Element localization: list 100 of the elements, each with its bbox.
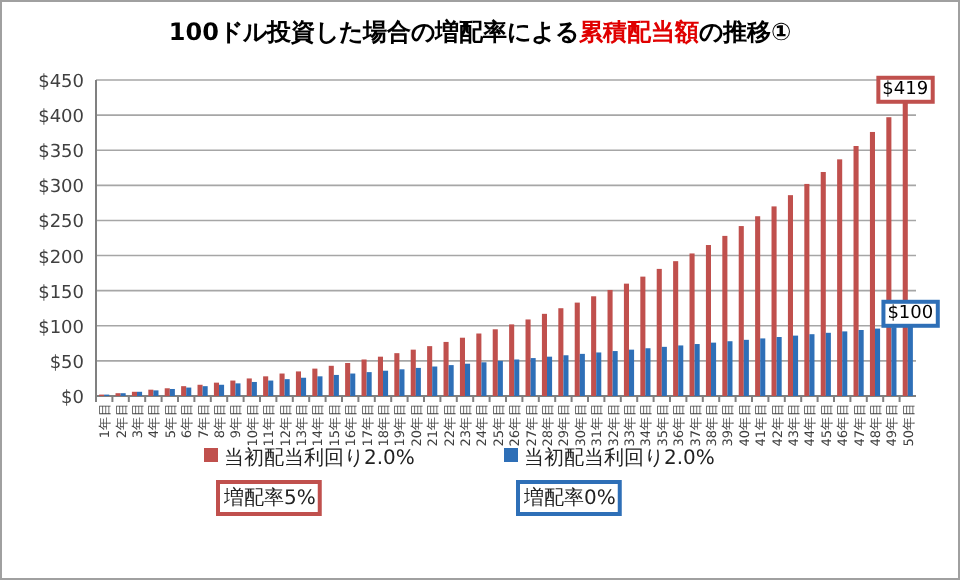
bar <box>804 183 810 396</box>
bar <box>853 146 859 396</box>
bar <box>689 253 695 396</box>
bar <box>312 368 318 396</box>
bar <box>295 371 301 396</box>
bar <box>574 302 580 396</box>
data-label: $100 <box>887 303 934 324</box>
bar <box>246 378 252 396</box>
bar <box>492 329 498 396</box>
y-tick-label: $350 <box>38 143 85 164</box>
y-tick-label: $50 <box>49 353 85 374</box>
bar <box>399 369 405 396</box>
bar <box>809 334 815 396</box>
bar <box>268 380 274 396</box>
bar <box>771 206 777 396</box>
bar <box>645 348 651 396</box>
bar <box>579 353 585 396</box>
bar <box>547 356 553 396</box>
bar <box>361 359 367 396</box>
bar <box>820 171 826 396</box>
data-label: $419 <box>882 79 929 100</box>
bar <box>148 389 154 396</box>
bar <box>448 365 454 396</box>
bar <box>301 377 307 396</box>
bar <box>219 384 225 396</box>
bar <box>623 283 629 396</box>
bar <box>825 332 831 396</box>
bar <box>558 308 564 396</box>
bar <box>596 352 602 396</box>
bar <box>377 356 383 396</box>
bar <box>317 376 323 396</box>
bar <box>481 362 487 396</box>
bar <box>727 341 733 396</box>
bar <box>563 355 569 396</box>
bar <box>837 159 843 396</box>
y-tick-label: $150 <box>38 283 85 304</box>
bar <box>383 370 389 396</box>
bar <box>673 261 679 396</box>
legend-label: 当初配当利回り2.0% 増配率0% <box>522 446 715 510</box>
bar <box>842 331 848 396</box>
bar <box>640 276 646 396</box>
bar <box>656 268 662 396</box>
bar <box>760 338 766 396</box>
bar <box>366 372 372 396</box>
bar <box>509 324 515 396</box>
bar <box>169 388 175 396</box>
y-tick-label: $400 <box>38 108 85 129</box>
bar <box>415 367 421 396</box>
bar <box>443 341 449 396</box>
bar <box>459 337 465 396</box>
bar <box>164 388 170 396</box>
bar <box>738 226 744 396</box>
bar <box>263 376 269 396</box>
bar <box>629 349 635 396</box>
bar <box>787 195 793 396</box>
bar <box>541 313 547 396</box>
bar <box>410 349 416 396</box>
bar <box>186 387 192 396</box>
bar <box>776 337 782 396</box>
bar <box>525 319 531 396</box>
bar <box>427 346 433 396</box>
y-tick-label: $0 <box>61 389 85 409</box>
bar <box>230 380 236 396</box>
bar <box>213 382 219 396</box>
bar <box>284 379 290 396</box>
bar <box>432 366 438 396</box>
bar <box>202 386 208 396</box>
bar <box>694 344 700 396</box>
bar <box>235 383 241 396</box>
bar <box>530 358 536 396</box>
bar <box>743 339 749 396</box>
bar <box>476 333 482 396</box>
bar <box>875 328 881 396</box>
bar <box>251 381 257 396</box>
bar <box>333 374 339 396</box>
y-tick-label: $450 <box>38 73 85 93</box>
y-tick-label: $200 <box>38 248 85 269</box>
bar <box>497 360 503 396</box>
bar <box>153 390 159 396</box>
bar <box>514 359 520 396</box>
bar <box>181 386 187 396</box>
bar <box>328 365 334 396</box>
bar <box>755 216 761 396</box>
bar <box>345 363 351 396</box>
bar <box>607 289 613 396</box>
bar <box>350 373 356 396</box>
bar <box>612 351 618 396</box>
bar <box>711 342 717 396</box>
y-tick-label: $100 <box>38 318 85 339</box>
y-tick-label: $300 <box>38 178 85 199</box>
bar <box>197 384 203 396</box>
bar <box>705 245 711 396</box>
bar <box>678 345 684 396</box>
chart-title: 100ドル投資した場合の増配率による累積配当額の推移① <box>168 18 792 46</box>
bar <box>661 346 667 396</box>
bar <box>793 335 799 396</box>
bar <box>591 296 597 396</box>
y-tick-label: $250 <box>38 213 85 234</box>
bar <box>858 329 864 396</box>
bar <box>394 353 400 396</box>
